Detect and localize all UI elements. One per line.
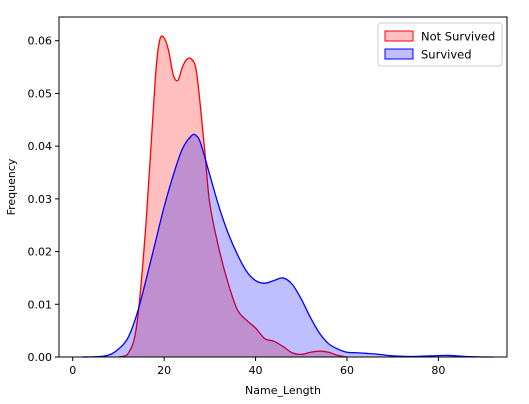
x-tick-label: 60 xyxy=(340,364,354,377)
x-tick-label: 40 xyxy=(249,364,263,377)
legend-label-survived: Survived xyxy=(421,48,472,62)
x-tick-label: 80 xyxy=(431,364,445,377)
x-tick-label: 20 xyxy=(157,364,171,377)
x-axis-label: Name_Length xyxy=(245,384,321,397)
series-area-not-survived xyxy=(118,35,348,358)
y-tick-label: 0.05 xyxy=(28,87,53,100)
plot-area xyxy=(81,35,494,358)
x-axis: 0 20 40 60 80 xyxy=(69,357,445,377)
y-axis: 0.00 0.01 0.02 0.03 0.04 0.05 0.06 xyxy=(28,35,59,364)
y-tick-label: 0.01 xyxy=(28,298,53,311)
legend-swatch-not-survived xyxy=(384,30,414,42)
legend: Not Survived Survived xyxy=(377,22,503,67)
y-tick-label: 0.02 xyxy=(28,246,53,259)
y-tick-label: 0.04 xyxy=(28,140,53,153)
series-area-survived xyxy=(81,134,494,357)
plot-frame xyxy=(58,16,508,358)
legend-label-not-survived: Not Survived xyxy=(421,30,495,44)
y-tick-label: 0.06 xyxy=(28,35,53,48)
y-axis-label: Frequency xyxy=(5,158,18,215)
x-tick-label: 0 xyxy=(69,364,76,377)
series-line-survived xyxy=(81,133,494,358)
legend-swatch-survived xyxy=(384,48,414,60)
legend-box xyxy=(377,22,503,67)
y-tick-label: 0.00 xyxy=(28,351,53,364)
y-tick-label: 0.03 xyxy=(28,193,53,206)
